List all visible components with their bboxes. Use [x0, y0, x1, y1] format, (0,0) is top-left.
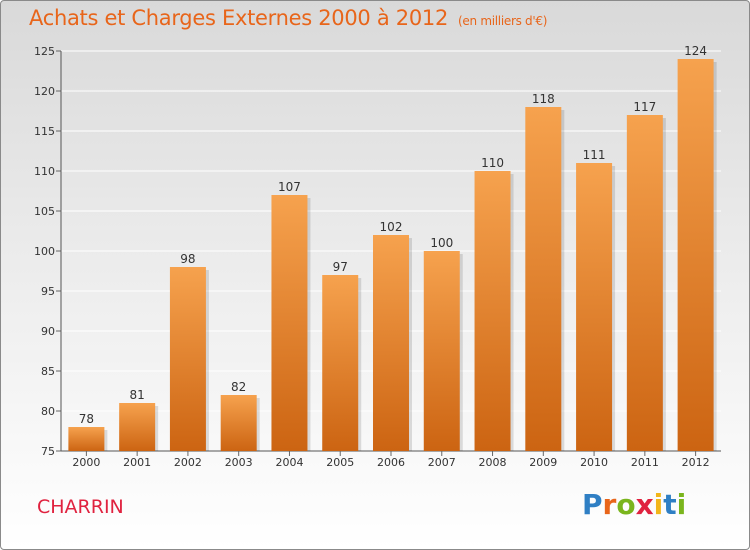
y-tick-label: 115 [34, 125, 55, 138]
data-label: 81 [130, 388, 145, 402]
x-tick-label: 2002 [174, 456, 202, 469]
bar [271, 195, 308, 451]
bar [169, 267, 206, 451]
logo-letter: o [616, 488, 636, 521]
data-label: 82 [231, 380, 246, 394]
y-tick-label: 120 [34, 85, 55, 98]
x-tick-label: 2006 [377, 456, 405, 469]
bar [68, 427, 105, 451]
logo-letter: P [582, 488, 603, 521]
data-label: 97 [333, 260, 348, 274]
y-tick-label: 90 [41, 325, 55, 338]
data-label: 110 [481, 156, 504, 170]
data-label: 100 [430, 236, 453, 250]
logo-letter: t [663, 488, 677, 521]
bar [119, 403, 156, 451]
bar [525, 107, 562, 451]
data-label: 107 [278, 180, 301, 194]
y-tick-label: 95 [41, 285, 55, 298]
data-label: 102 [380, 220, 403, 234]
y-tick-label: 110 [34, 165, 55, 178]
logo-letter: i [676, 488, 687, 521]
bar [677, 59, 714, 451]
y-tick-label: 100 [34, 245, 55, 258]
chart-title: Achats et Charges Externes 2000 à 2012 (e… [29, 6, 547, 30]
title-text: Achats et Charges Externes 2000 à 2012 [29, 6, 449, 30]
x-tick-label: 2011 [631, 456, 659, 469]
bar [474, 171, 511, 451]
logo-letter: i [653, 488, 664, 521]
y-tick-label: 85 [41, 365, 55, 378]
x-tick-label: 2001 [123, 456, 151, 469]
data-label: 117 [633, 100, 656, 114]
data-label: 111 [583, 148, 606, 162]
x-tick-label: 2005 [326, 456, 354, 469]
y-tick-label: 105 [34, 205, 55, 218]
bar [220, 395, 257, 451]
x-tick-label: 2003 [225, 456, 253, 469]
x-tick-label: 2008 [479, 456, 507, 469]
bar [322, 275, 359, 451]
data-label: 78 [79, 412, 94, 426]
bar [626, 115, 663, 451]
y-tick-label: 75 [41, 445, 55, 458]
x-tick-label: 2000 [72, 456, 100, 469]
logo-letter: r [602, 488, 617, 521]
x-tick-label: 2007 [428, 456, 456, 469]
x-tick-label: 2012 [682, 456, 710, 469]
x-tick-label: 2004 [275, 456, 303, 469]
data-label: 124 [684, 44, 707, 58]
proxiti-logo: Proxiti [582, 488, 686, 521]
y-tick-label: 125 [34, 45, 55, 58]
bar [423, 251, 460, 451]
data-label: 118 [532, 92, 555, 106]
bar [576, 163, 613, 451]
data-label: 98 [180, 252, 195, 266]
bar [373, 235, 409, 451]
logo-letter: x [635, 488, 654, 521]
unit-text: (en milliers d'€) [458, 14, 548, 28]
y-tick-label: 80 [41, 405, 55, 418]
x-tick-label: 2009 [529, 456, 557, 469]
commune-name: CHARRIN [37, 496, 124, 518]
x-tick-label: 2010 [580, 456, 608, 469]
